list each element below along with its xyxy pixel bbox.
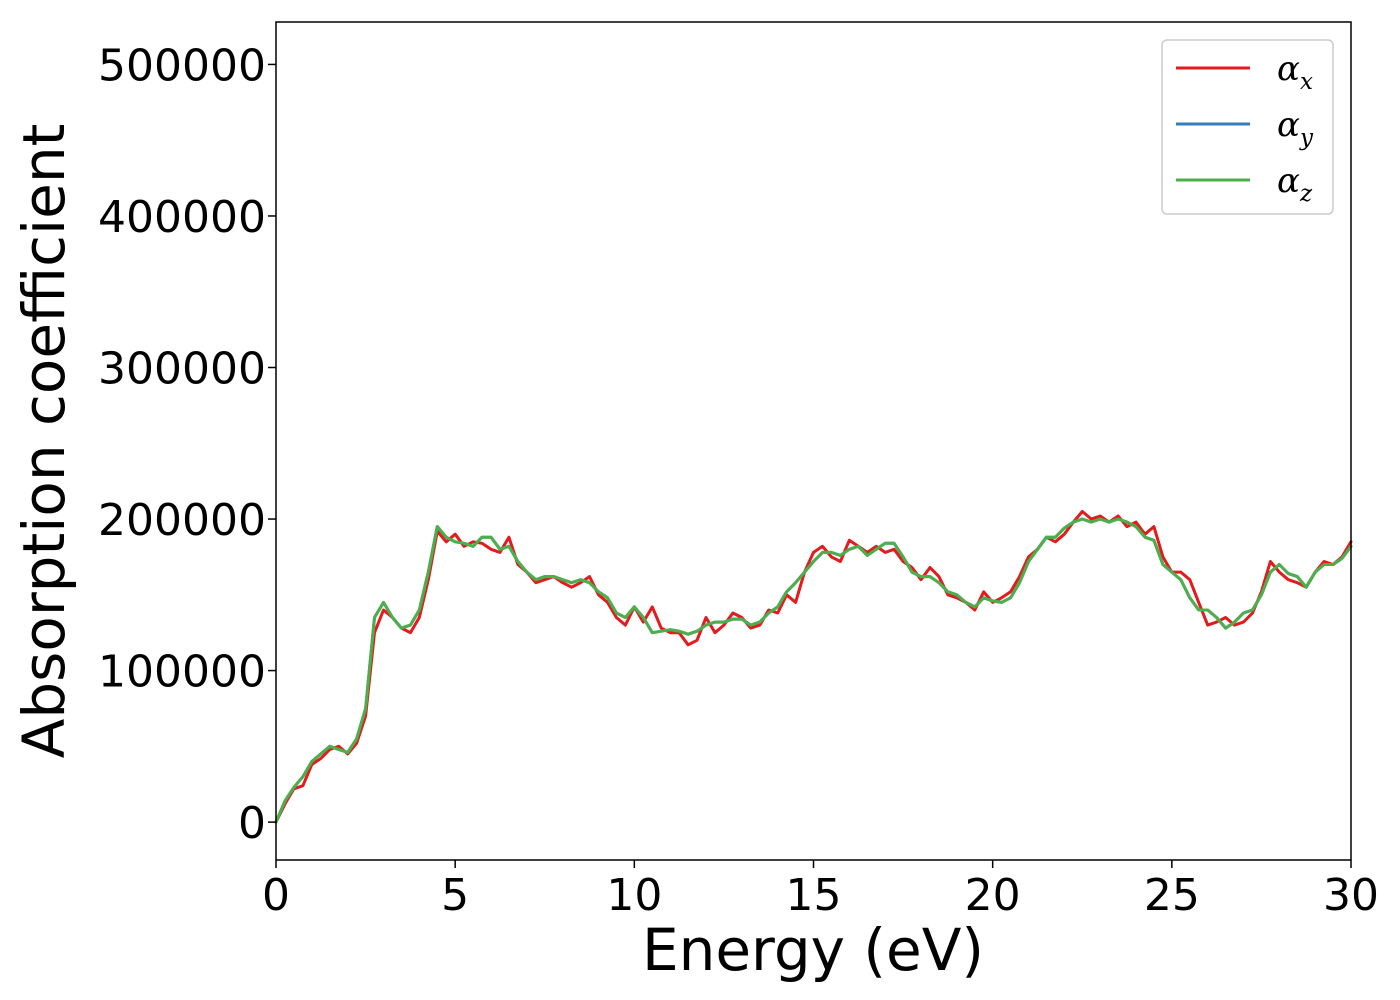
x-tick-label: 25 — [1144, 870, 1200, 921]
y-tick-label: 0 — [238, 798, 266, 849]
x-axis-ticks: 0 5 10 15 20 25 30 — [262, 860, 1379, 921]
x-axis-label: Energy (eV) — [642, 916, 984, 984]
y-axis-label: Absorption coefficient — [10, 124, 78, 759]
x-tick-label: 20 — [965, 870, 1021, 921]
y-tick-label: 300000 — [98, 344, 266, 395]
x-tick-label: 5 — [441, 870, 469, 921]
x-tick-label: 30 — [1323, 870, 1379, 921]
x-tick-label: 15 — [786, 870, 842, 921]
y-tick-label: 400000 — [98, 192, 266, 243]
series-line-z — [274, 517, 1353, 824]
x-tick-label: 10 — [606, 870, 662, 921]
y-tick-label: 100000 — [98, 647, 266, 698]
y-tick-label: 200000 — [98, 495, 266, 546]
y-axis-ticks: 0 100000 200000 300000 400000 500000 — [98, 40, 276, 849]
series-layer — [274, 510, 1353, 824]
legend-frame — [1161, 39, 1334, 215]
y-tick-label: 500000 — [98, 40, 266, 91]
x-tick-label: 0 — [262, 870, 290, 921]
